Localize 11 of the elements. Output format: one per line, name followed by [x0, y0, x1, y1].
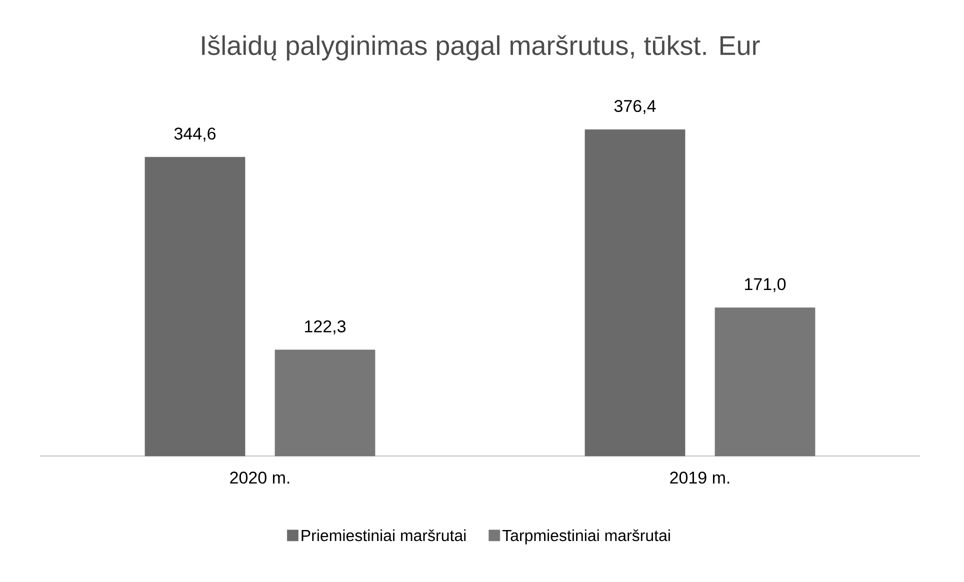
data-label: 171,0: [745, 278, 786, 292]
x-tick-label: 2020 m.: [230, 472, 290, 484]
data-label: 122,3: [305, 320, 346, 334]
data-label: 344,6: [174, 128, 216, 142]
legend-label: Tarpmiestiniai maršrutai: [502, 529, 670, 544]
data-label: 376,4: [614, 100, 656, 114]
bar: [274, 350, 376, 456]
legend-label: Priemiestiniai maršrutai: [302, 529, 466, 542]
x-tick-label: 2019 m.: [670, 472, 730, 484]
chart-title: Išlaidų palyginimas pagal maršrutus, tūkst. Eur: [202, 35, 760, 60]
bar: [714, 308, 816, 456]
